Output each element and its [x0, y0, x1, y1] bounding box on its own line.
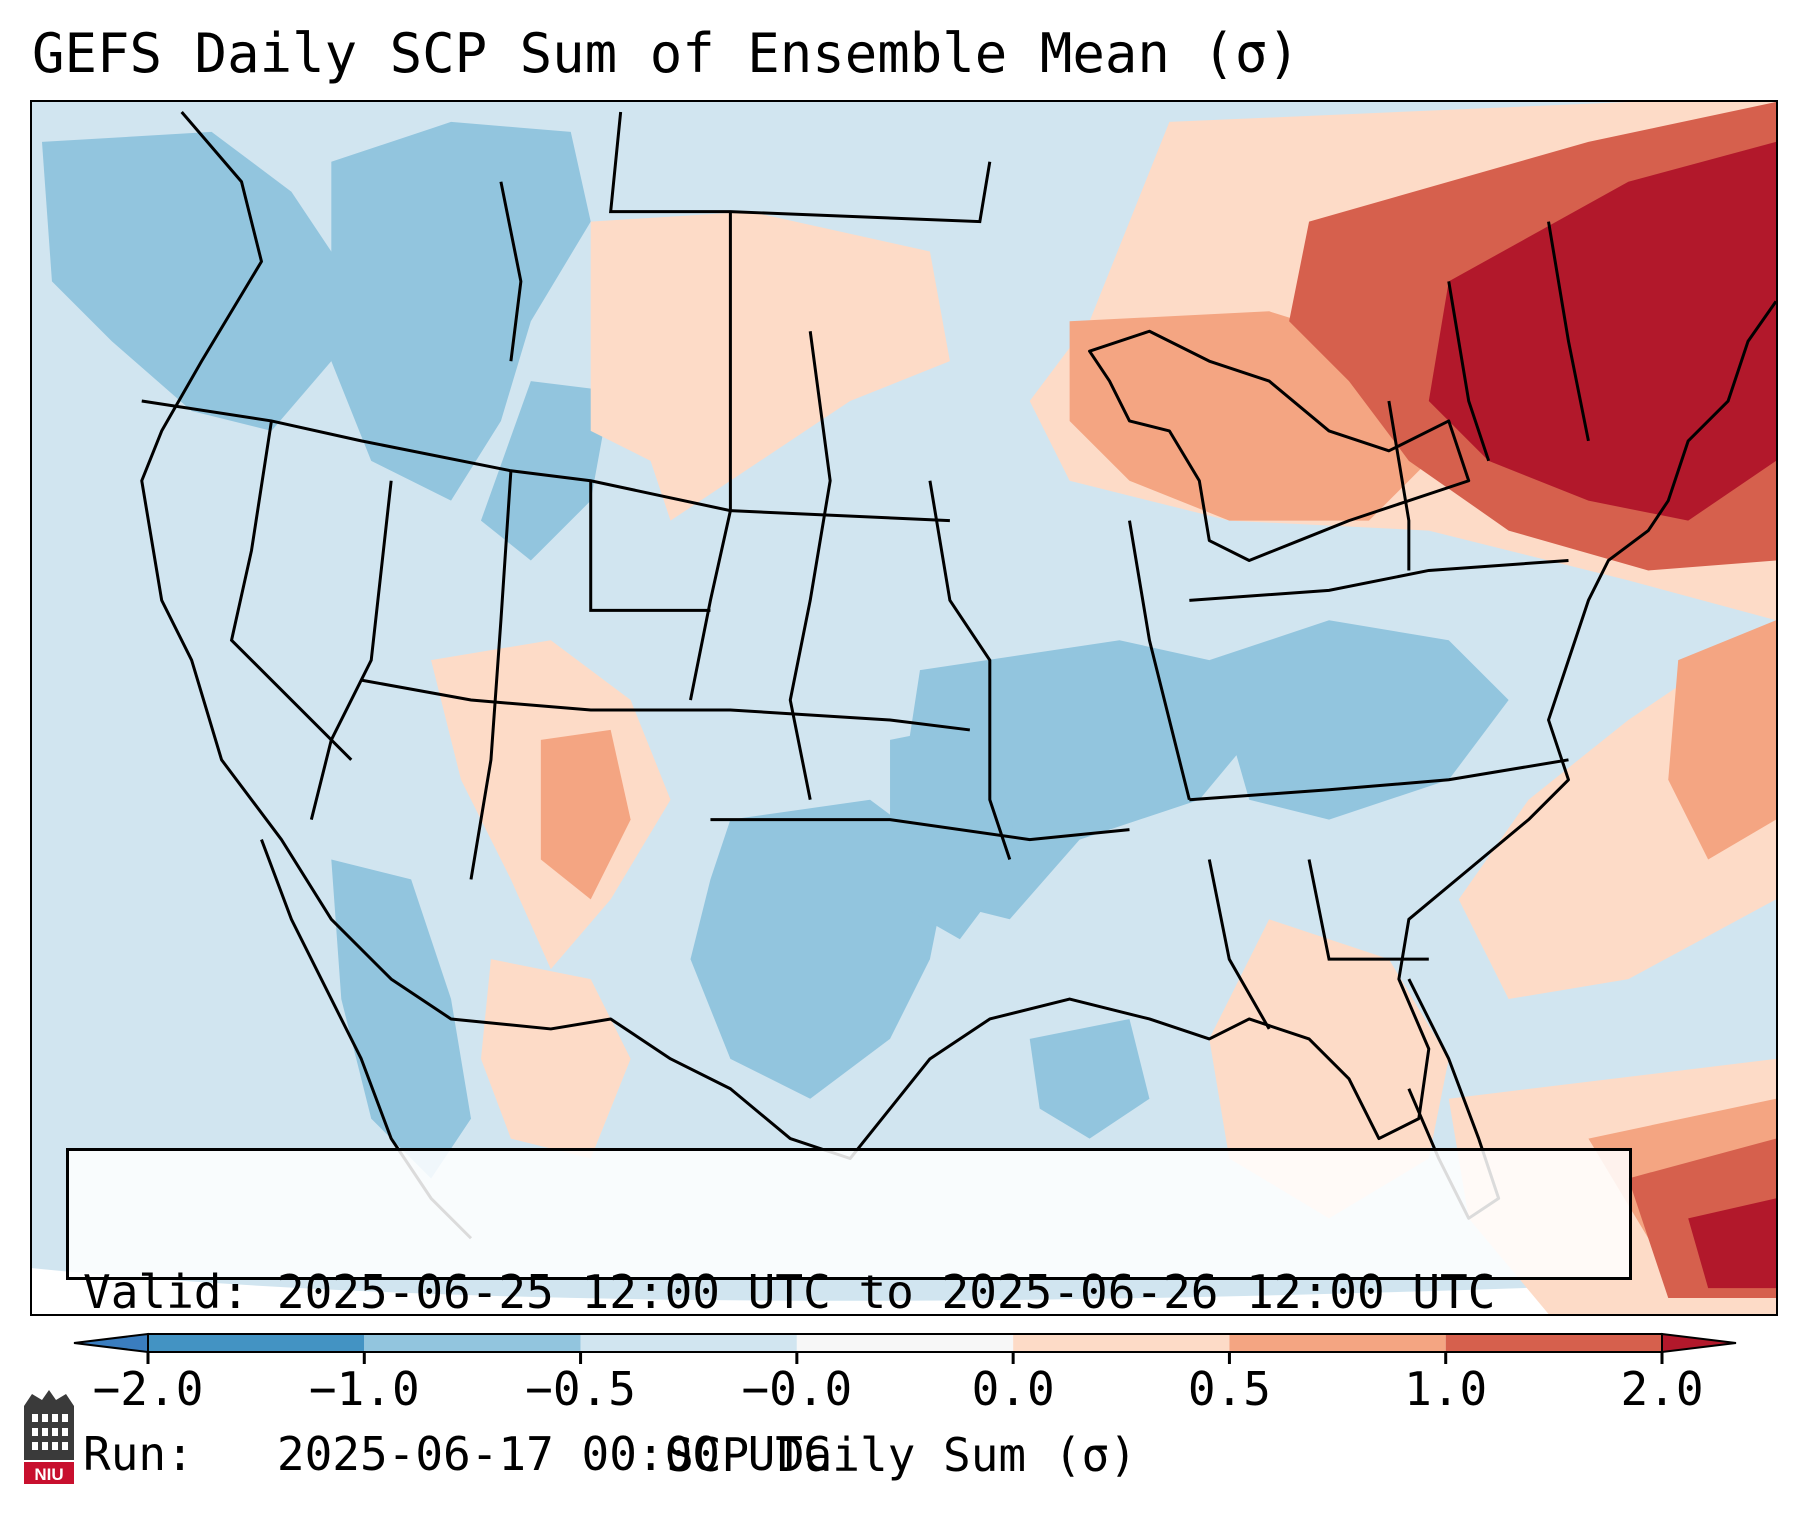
great-lakes-outline — [1088, 329, 1471, 562]
cuba-extreme-positive — [1688, 1198, 1776, 1289]
colorbar-bin — [148, 1334, 365, 1352]
ohio-valley-negative — [1209, 620, 1509, 820]
run-line: Run: 2025-06-17 00:00 UTC — [83, 1427, 1629, 1481]
colorbar-tick-label: −0.5 — [525, 1362, 636, 1416]
northern-plains-positive — [590, 211, 950, 521]
valid-label: Valid: — [83, 1265, 250, 1319]
positive-anomaly-regions-extreme — [1428, 141, 1776, 1289]
northern-rockies-negative — [331, 121, 591, 501]
atlantic-medium-positive — [1668, 620, 1776, 860]
colorbar-outline — [147, 1333, 1663, 1353]
colorbar-bin — [796, 1334, 1014, 1352]
new-england-extreme-positive — [1428, 141, 1776, 521]
chart-title: GEFS Daily SCP Sum of Ensemble Mean (σ) — [32, 22, 1300, 85]
colorbar-tick-label: 0.0 — [971, 1362, 1055, 1416]
wyoming-negative — [480, 381, 611, 561]
colorbar-bin — [580, 1334, 797, 1352]
colorbar-tick-label: 0.5 — [1187, 1362, 1271, 1416]
texas-negative — [690, 799, 950, 1099]
run-label: Run: — [83, 1427, 194, 1481]
colorbar-bin — [1445, 1334, 1662, 1352]
colorbar-tick-label: 2.0 — [1620, 1362, 1704, 1416]
logo-text: NIU — [34, 1465, 63, 1484]
southeast-coast-positive — [1209, 919, 1449, 1219]
valid-run-info-box: Valid: 2025-06-25 12:00 UTC to 2025-06-2… — [66, 1148, 1632, 1481]
logo-text-band — [24, 1462, 74, 1484]
us-outline — [140, 110, 1776, 1161]
colorbar-bin — [1229, 1334, 1446, 1352]
colorbar-tick-label: −2.0 — [92, 1362, 204, 1416]
niu-logo: NIU — [24, 1390, 74, 1484]
valid-line: Valid: 2025-06-25 12:00 UTC to 2025-06-2… — [83, 1265, 1629, 1319]
state-borders — [141, 111, 1590, 1030]
pacific-nw-negative — [41, 131, 352, 431]
colorbar-tick-label: −0.0 — [741, 1362, 853, 1416]
map-panel — [30, 100, 1778, 1316]
colorbar-tick-label: 1.0 — [1404, 1362, 1488, 1416]
colorbar-tick-label: −1.0 — [308, 1362, 420, 1416]
colorbar-label: SCP Daily Sum (σ) — [666, 1428, 1137, 1482]
colorbar-bin — [364, 1334, 581, 1352]
colorbar — [73, 1332, 1737, 1364]
logo-windows — [32, 1414, 68, 1450]
map-svg — [32, 102, 1776, 1314]
colorbar-bin — [1013, 1334, 1230, 1352]
mexico-positive — [480, 959, 631, 1159]
colorbar-extend-low — [73, 1332, 149, 1354]
colorbar-extend-high — [1661, 1332, 1737, 1354]
valid-value: 2025-06-25 12:00 UTC to 2025-06-26 12:00… — [276, 1265, 1496, 1319]
domain-edge-mask — [32, 1268, 1776, 1314]
colorbar-tick-labels: −2.0 −1.0 −0.5 −0.0 0.0 0.5 1.0 2.0 — [0, 1362, 1803, 1422]
run-value: 2025-06-17 00:00 UTC — [276, 1427, 831, 1481]
negative-anomaly-regions — [41, 121, 1509, 1179]
new-mexico-positive — [540, 729, 631, 900]
gulf-negative — [1029, 1018, 1150, 1139]
